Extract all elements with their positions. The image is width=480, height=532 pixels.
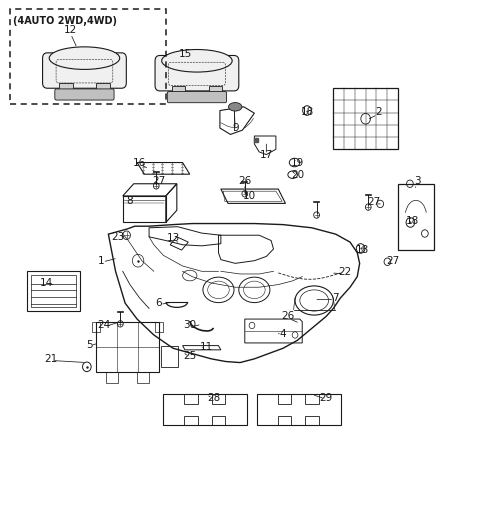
Text: 19: 19 xyxy=(291,157,304,168)
Bar xyxy=(172,86,185,97)
Text: 20: 20 xyxy=(291,170,304,180)
Ellipse shape xyxy=(49,47,120,69)
Text: 24: 24 xyxy=(97,320,110,330)
Text: 23: 23 xyxy=(111,232,125,242)
FancyBboxPatch shape xyxy=(55,89,114,100)
Text: 26: 26 xyxy=(281,311,295,321)
Text: 26: 26 xyxy=(238,176,252,186)
Text: 30: 30 xyxy=(183,320,196,330)
FancyBboxPatch shape xyxy=(168,92,227,103)
Bar xyxy=(96,83,109,94)
Text: 25: 25 xyxy=(183,351,196,361)
Ellipse shape xyxy=(228,103,242,111)
Text: 10: 10 xyxy=(243,191,256,201)
Text: 4: 4 xyxy=(280,329,287,339)
Text: 3: 3 xyxy=(414,176,420,186)
Text: 6: 6 xyxy=(156,298,162,308)
Text: 18: 18 xyxy=(406,216,419,226)
Text: 8: 8 xyxy=(127,196,133,206)
Text: 21: 21 xyxy=(44,354,58,364)
Text: 15: 15 xyxy=(179,49,192,59)
Bar xyxy=(209,86,222,97)
Text: 16: 16 xyxy=(133,157,146,168)
Text: 29: 29 xyxy=(320,393,333,403)
FancyBboxPatch shape xyxy=(43,53,126,88)
Text: 28: 28 xyxy=(207,393,220,403)
FancyBboxPatch shape xyxy=(155,55,239,91)
Text: 13: 13 xyxy=(167,234,180,244)
Text: 22: 22 xyxy=(339,268,352,277)
Text: 27: 27 xyxy=(152,176,165,186)
Text: 27: 27 xyxy=(386,256,400,265)
Text: 17: 17 xyxy=(260,149,273,160)
Text: 2: 2 xyxy=(375,107,382,117)
Text: 18: 18 xyxy=(300,107,313,117)
Text: (4AUTO 2WD,4WD): (4AUTO 2WD,4WD) xyxy=(12,15,117,26)
Text: 11: 11 xyxy=(200,342,213,352)
Text: 14: 14 xyxy=(39,278,53,288)
Bar xyxy=(10,9,166,104)
Text: 7: 7 xyxy=(333,293,339,303)
Text: 1: 1 xyxy=(98,256,105,265)
Ellipse shape xyxy=(162,49,232,72)
Text: 18: 18 xyxy=(355,245,369,255)
Text: 5: 5 xyxy=(86,339,93,350)
Text: 9: 9 xyxy=(232,123,239,133)
Bar xyxy=(59,83,72,94)
Text: 12: 12 xyxy=(63,25,77,35)
Text: 27: 27 xyxy=(367,197,381,207)
